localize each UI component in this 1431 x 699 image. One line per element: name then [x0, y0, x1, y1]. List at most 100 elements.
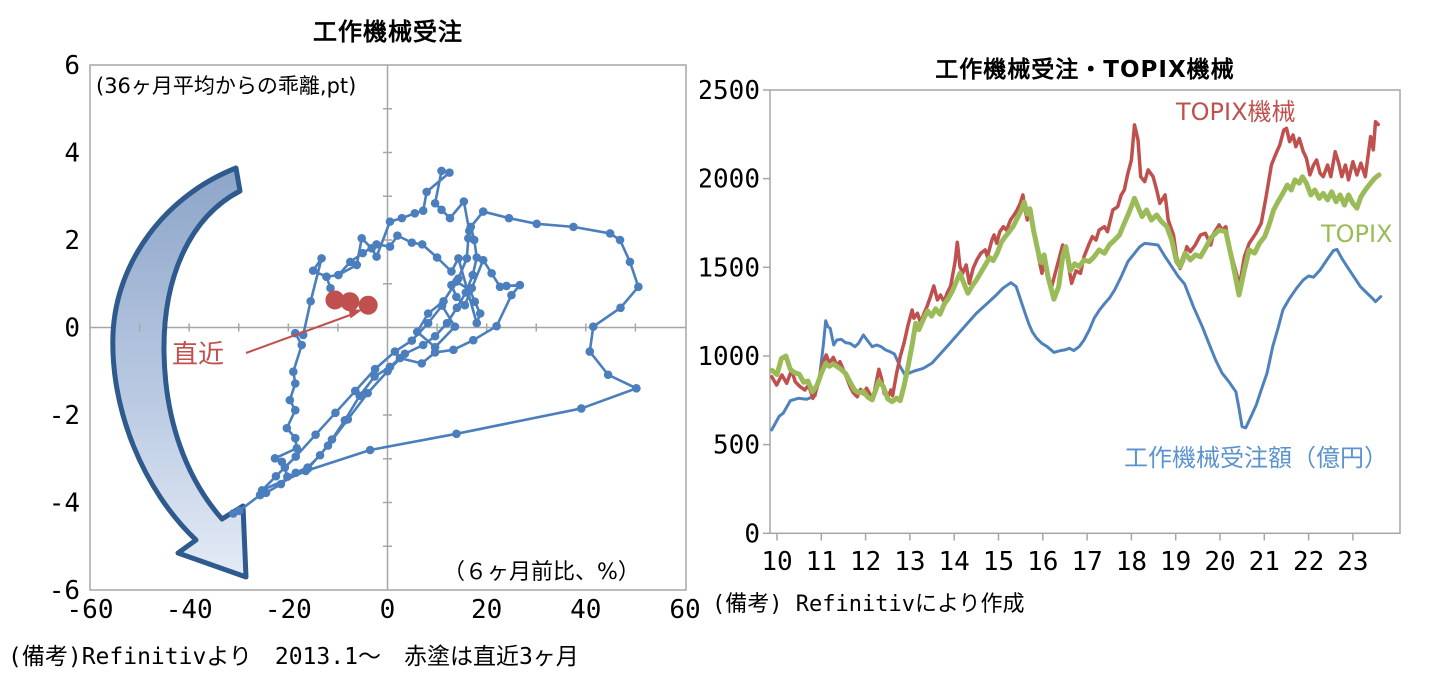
x-tick-label: 60: [669, 595, 700, 625]
x-tick-label: 23: [1337, 547, 1368, 577]
cycle-path-marker: [357, 233, 367, 243]
cycle-path-marker: [352, 260, 362, 270]
cycle-path-marker: [569, 222, 578, 232]
cycle-path-marker: [422, 187, 431, 197]
cycle-path-marker: [276, 479, 286, 489]
cycle-path-marker: [452, 303, 462, 313]
left-chart-title: 工作機械受注: [313, 18, 463, 46]
cycle-path-marker: [400, 349, 410, 359]
left-chart-footnote: (備考)Refinitivより 2013.1～ 赤塗は直近3ヶ月: [8, 644, 579, 670]
cycle-path-marker: [301, 466, 310, 476]
right-chart-title: 工作機械受注・TOPIX機械: [935, 57, 1235, 83]
x-tick-label: 12: [850, 547, 881, 577]
cycle-path-marker: [365, 445, 375, 455]
cycle-path-marker: [334, 270, 343, 280]
cycle-path-marker: [331, 408, 340, 418]
cycle-path-marker: [430, 198, 440, 208]
cycle-path-marker: [450, 322, 460, 331]
x-tick-label: 40: [570, 595, 601, 625]
x-tick-label: 16: [1027, 547, 1058, 577]
recent-point: [358, 295, 378, 315]
cycle-path-marker: [280, 463, 290, 472]
cycle-path-marker: [465, 285, 475, 295]
cycle-path-marker: [439, 296, 448, 306]
cycle-path-marker: [495, 282, 505, 292]
cycle-path-marker: [432, 253, 442, 262]
cycle-path-marker: [472, 318, 482, 328]
cycle-path-marker: [270, 454, 280, 463]
cycle-path-marker: [507, 290, 516, 300]
cycle-path-marker: [407, 238, 417, 247]
cycle-path-marker: [504, 213, 514, 223]
cycle-path-marker: [308, 266, 318, 275]
y-tick-label: 2: [64, 226, 80, 256]
x-tick-label: 20: [1204, 547, 1235, 577]
cycle-path-marker: [350, 386, 360, 396]
cycle-path-marker: [370, 364, 380, 374]
cycle-path-marker: [447, 267, 456, 276]
cycle-path-marker: [430, 331, 440, 341]
cycle-path-marker: [311, 430, 320, 439]
cycle-path-marker: [257, 485, 267, 495]
cycle-path-marker: [285, 395, 295, 405]
cycle-path-marker: [385, 242, 395, 251]
cycle-path-marker: [372, 252, 381, 261]
y-tick-label: 1000: [700, 342, 760, 372]
cycle-path-marker: [407, 336, 417, 345]
cycle-path-marker: [472, 253, 482, 262]
recent-arrow-line: [245, 313, 354, 354]
x-tick-label: 17: [1071, 547, 1102, 577]
y-tick-label: 500: [713, 431, 760, 461]
cycle-path-marker: [363, 388, 372, 398]
cycle-path-marker: [445, 213, 455, 223]
cycle-path-marker: [282, 423, 292, 433]
cycle-path-marker: [445, 168, 454, 177]
cycle-path-marker: [468, 335, 478, 345]
cycle-path-marker: [430, 342, 440, 352]
cycle-path-marker: [605, 229, 615, 238]
cycle-path-marker: [412, 327, 422, 337]
right-plot-border: [769, 89, 1401, 535]
cycle-path-marker: [423, 318, 433, 328]
cycle-path-marker: [452, 277, 461, 286]
cycle-path-marker: [487, 268, 496, 278]
cycle-path-marker: [291, 452, 301, 461]
cycle-path-marker: [234, 506, 244, 516]
x-tick-label: 19: [1160, 547, 1191, 577]
y-tick-label: 1500: [700, 253, 760, 283]
cycle-path-marker: [418, 340, 428, 350]
cycle-path-marker: [452, 292, 461, 302]
recent-arrow-head: [348, 308, 362, 319]
cycle-direction-arrow: [110, 165, 249, 580]
cycle-path-marker: [370, 372, 379, 381]
series-line-0: [770, 241, 1383, 432]
cycle-path-marker: [632, 384, 641, 393]
cycle-path-marker: [475, 309, 485, 318]
cycle-path-marker: [603, 370, 613, 380]
cycle-path-marker: [326, 283, 335, 293]
cycle-path-marker: [417, 359, 427, 368]
x-tick-label: 13: [894, 547, 925, 577]
cycle-path-marker: [343, 415, 353, 424]
cycle-path-marker: [577, 404, 586, 413]
cycle-path-marker: [290, 405, 300, 415]
x-tick-label: 21: [1249, 547, 1280, 577]
cycle-path-marker: [470, 297, 480, 306]
recent-annotation-label: 直近: [172, 339, 225, 369]
cycle-path-marker: [466, 222, 476, 232]
cycle-path-marker: [317, 254, 326, 263]
cycle-path-marker: [288, 367, 298, 376]
cycle-path-marker: [283, 472, 292, 481]
cycle-path-marker: [390, 347, 400, 356]
series-line-2: [769, 172, 1382, 405]
y-tick-label: -2: [49, 401, 80, 431]
cycle-path-marker: [397, 213, 407, 223]
x-tick-label: 18: [1116, 547, 1147, 577]
cycle-path-marker: [315, 450, 325, 460]
cycle-path-marker: [346, 257, 355, 267]
cycle-path-marker: [437, 166, 446, 176]
cycle-path-marker: [393, 231, 402, 240]
